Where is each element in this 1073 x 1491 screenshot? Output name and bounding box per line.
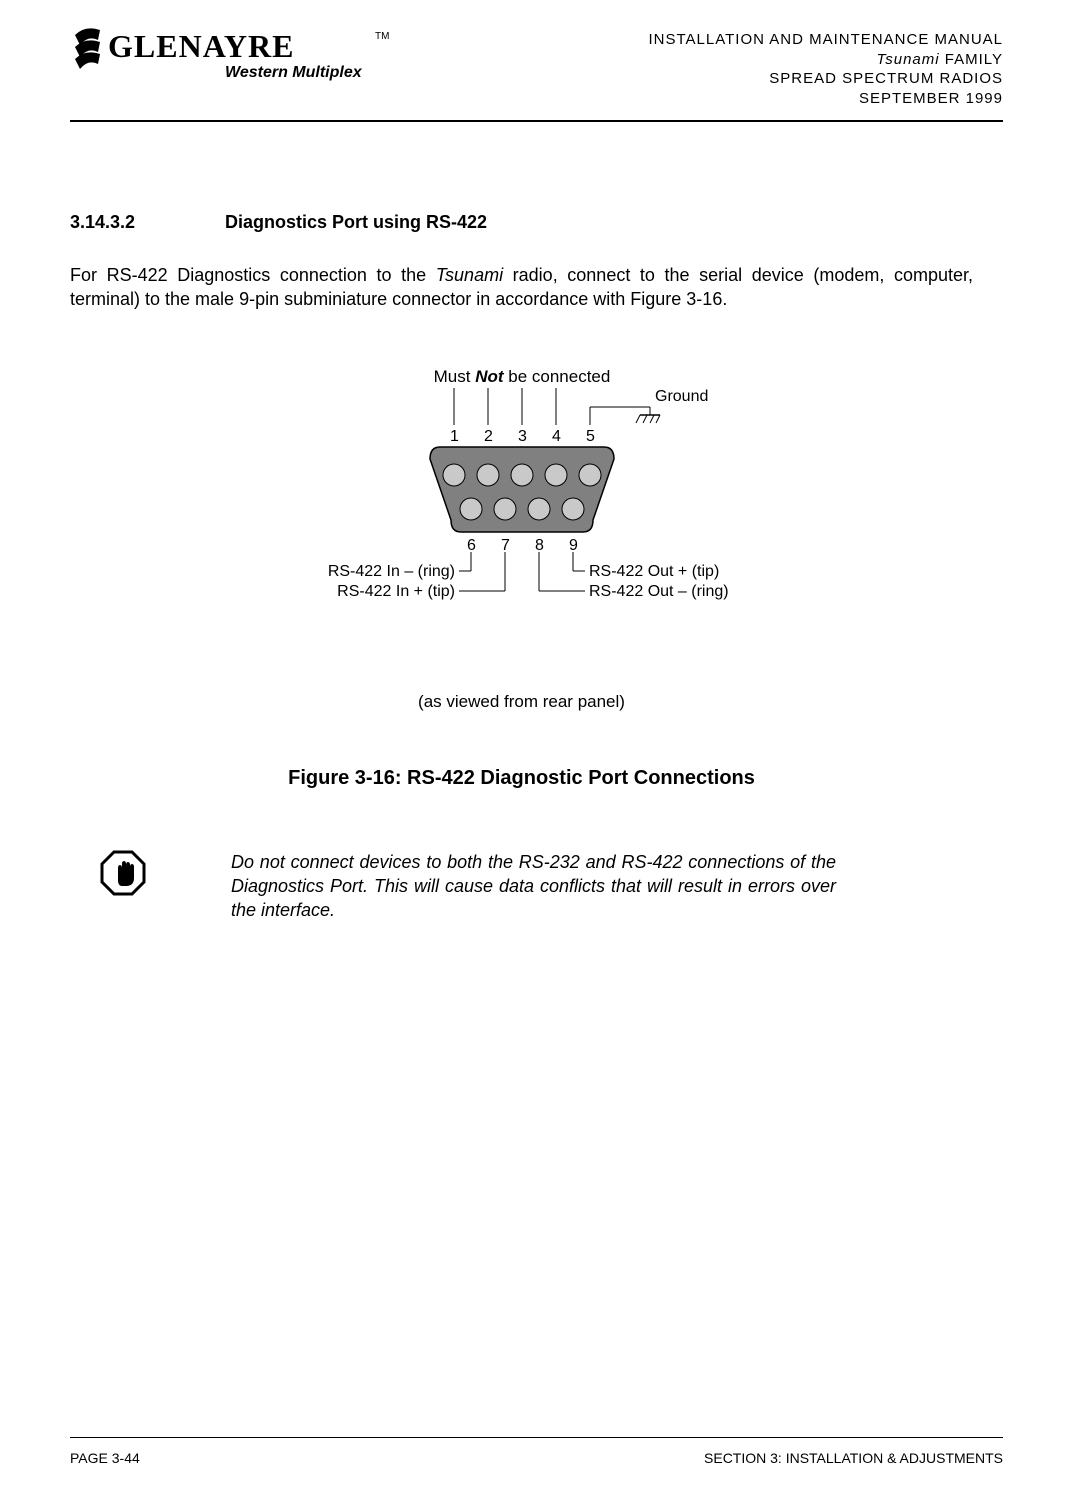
header-line-4: SEPTEMBER 1999: [649, 89, 1004, 109]
warning-note-text: Do not connect devices to both the RS-23…: [231, 850, 836, 923]
page-header: GLENAYRE TM Western Multiplex INSTALLATI…: [70, 30, 1003, 110]
header-line-1: INSTALLATION AND MAINTENANCE MANUAL: [649, 30, 1004, 50]
svg-text:2: 2: [484, 428, 493, 445]
page-footer: PAGE 3-44 SECTION 3: INSTALLATION & ADJU…: [70, 1429, 1003, 1466]
svg-text:Ground: Ground: [655, 388, 708, 405]
section-heading: 3.14.3.2 Diagnostics Port using RS-422: [70, 212, 973, 233]
company-logo: GLENAYRE TM Western Multiplex: [70, 25, 410, 90]
warning-note-row: Do not connect devices to both the RS-23…: [70, 850, 973, 923]
footer-right: SECTION 3: INSTALLATION & ADJUSTMENTS: [704, 1450, 1003, 1466]
svg-text:Must Not be connected: Must Not be connected: [433, 367, 610, 386]
page: GLENAYRE TM Western Multiplex INSTALLATI…: [0, 0, 1073, 1491]
header-line-2-rest: FAMILY: [940, 51, 1003, 68]
header-line-2: Tsunami FAMILY: [649, 50, 1004, 70]
content: 3.14.3.2 Diagnostics Port using RS-422 F…: [70, 212, 1003, 922]
connector-diagram: 1 2 3 4 5 6 7 8 9 Must Not be connected Ground RS-4…: [242, 362, 802, 662]
footer-left: PAGE 3-44: [70, 1450, 140, 1466]
svg-text:9: 9: [569, 537, 578, 554]
svg-text:7: 7: [501, 537, 510, 554]
svg-text:RS-422 In + (tip): RS-422 In + (tip): [337, 583, 455, 600]
header-line-2-italic: Tsunami: [876, 51, 939, 68]
logo-division: Western Multiplex: [225, 64, 363, 81]
logo-tm: TM: [375, 31, 389, 42]
section-title: Diagnostics Port using RS-422: [225, 212, 487, 232]
svg-text:5: 5: [586, 428, 595, 445]
section-number: 3.14.3.2: [70, 212, 220, 233]
svg-text:4: 4: [552, 428, 561, 445]
footer-row: PAGE 3-44 SECTION 3: INSTALLATION & ADJU…: [70, 1450, 1003, 1466]
para-pre: For RS-422 Diagnostics connection to the: [70, 265, 436, 285]
header-rule: [70, 120, 1003, 122]
view-note: (as viewed from rear panel): [70, 692, 973, 712]
stop-hand-icon: [100, 850, 146, 901]
svg-text:RS-422 In – (ring): RS-422 In – (ring): [327, 563, 454, 580]
figure-title: Figure 3-16: RS-422 Diagnostic Port Conn…: [70, 767, 973, 790]
intro-paragraph: For RS-422 Diagnostics connection to the…: [70, 263, 973, 312]
logo-mark: GLENAYRE TM Western Multiplex: [70, 25, 410, 85]
para-italic: Tsunami: [436, 265, 503, 285]
diagram-container: 1 2 3 4 5 6 7 8 9 Must Not be connected Ground RS-4…: [70, 362, 973, 712]
svg-text:8: 8: [535, 537, 544, 554]
footer-rule: [70, 1437, 1003, 1438]
svg-text:RS-422 Out + (tip): RS-422 Out + (tip): [589, 563, 719, 580]
svg-text:RS-422 Out – (ring): RS-422 Out – (ring): [589, 583, 729, 600]
svg-text:6: 6: [467, 537, 476, 554]
header-line-3: SPREAD SPECTRUM RADIOS: [649, 69, 1004, 89]
header-right-block: INSTALLATION AND MAINTENANCE MANUAL Tsun…: [649, 30, 1004, 108]
svg-text:3: 3: [518, 428, 527, 445]
logo-text: GLENAYRE: [108, 28, 294, 64]
svg-text:1: 1: [450, 428, 459, 445]
